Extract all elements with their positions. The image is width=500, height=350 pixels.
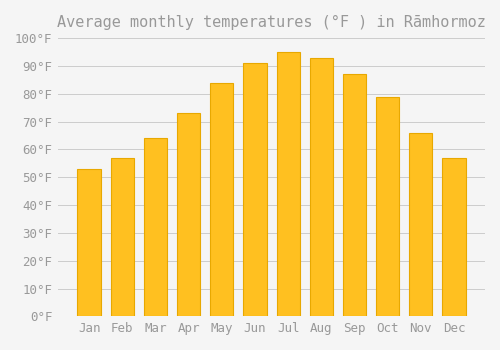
Bar <box>177 113 200 316</box>
Bar <box>310 58 333 316</box>
Bar <box>110 158 134 316</box>
Bar <box>78 169 100 316</box>
Bar <box>276 52 299 316</box>
Bar <box>210 83 234 316</box>
Title: Average monthly temperatures (°F ) in Rāmhormoz: Average monthly temperatures (°F ) in Rā… <box>57 15 486 30</box>
Bar <box>409 133 432 316</box>
Bar <box>144 138 167 316</box>
Bar <box>244 63 266 316</box>
Bar <box>376 97 399 316</box>
Bar <box>442 158 466 316</box>
Bar <box>343 74 366 316</box>
